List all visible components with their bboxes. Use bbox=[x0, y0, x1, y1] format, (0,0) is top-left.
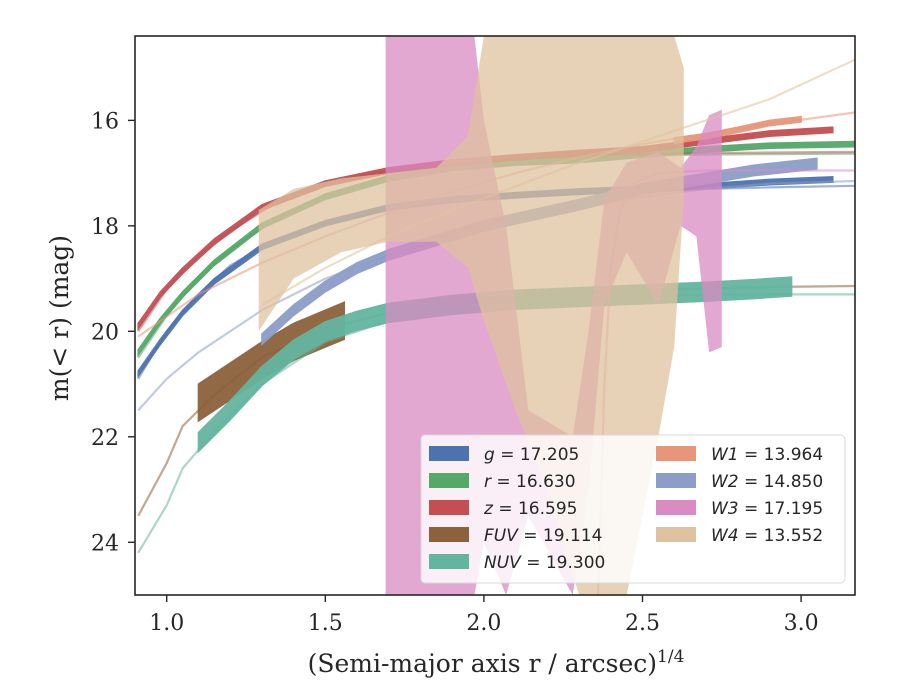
y-tick-label: 22 bbox=[91, 426, 119, 451]
legend-swatch bbox=[656, 527, 696, 542]
legend-label: W3 = 17.195 bbox=[711, 499, 823, 519]
legend-item-fuv: FUV = 19.114 bbox=[429, 526, 602, 546]
y-tick-label: 20 bbox=[91, 320, 119, 345]
legend-label: g = 17.205 bbox=[484, 445, 579, 465]
legend-swatch bbox=[656, 446, 696, 461]
legend-label: NUV = 19.300 bbox=[484, 553, 605, 573]
legend-item-nuv: NUV = 19.300 bbox=[429, 553, 605, 573]
axis-ticks: 1.0 1.5 2.0 2.5 3.0 16 18 20 22 24 bbox=[91, 109, 819, 636]
legend-item-z: z = 16.595 bbox=[429, 499, 577, 519]
y-tick-label: 16 bbox=[91, 109, 119, 134]
svg-text:(Semi-major axis r / arcsec)1/: (Semi-major axis r / arcsec)1/4 bbox=[308, 647, 685, 678]
legend-label: W1 = 13.964 bbox=[711, 445, 823, 465]
legend-swatch bbox=[656, 473, 696, 488]
legend-swatch bbox=[429, 500, 469, 515]
w2-profile-band bbox=[261, 157, 818, 347]
y-axis-label: m(< r) (mag) bbox=[45, 235, 74, 401]
y-tick-label: 24 bbox=[91, 531, 119, 556]
x-axis-superscript: 1/4 bbox=[657, 647, 684, 667]
legend-box bbox=[420, 434, 846, 584]
legend: g = 17.205 r = 16.630 z = 16.595 FUV = 19.1… bbox=[420, 434, 846, 584]
legend-item-w1: W1 = 13.964 bbox=[656, 445, 823, 465]
legend-swatch bbox=[429, 527, 469, 542]
legend-item-w4: W4 = 13.552 bbox=[656, 526, 823, 546]
legend-label: FUV = 19.114 bbox=[484, 526, 602, 546]
legend-swatch bbox=[656, 500, 696, 515]
x-tick-label: 2.0 bbox=[466, 611, 501, 636]
x-axis-label: (Semi-major axis r / arcsec) bbox=[308, 649, 657, 678]
legend-item-w3: W3 = 17.195 bbox=[656, 499, 823, 519]
x-axis-title: (Semi-major axis r / arcsec)1/4 bbox=[308, 647, 685, 678]
x-tick-label: 2.5 bbox=[625, 611, 660, 636]
legend-item-r: r = 16.630 bbox=[429, 472, 576, 492]
legend-swatch bbox=[429, 554, 469, 569]
x-tick-label: 1.5 bbox=[308, 611, 343, 636]
nuv-profile-band bbox=[197, 276, 793, 454]
plot-frame bbox=[134, 35, 856, 596]
legend-item-g: g = 17.205 bbox=[429, 445, 579, 465]
x-tick-label: 3.0 bbox=[784, 611, 819, 636]
legend-label: z = 16.595 bbox=[483, 499, 577, 519]
legend-label: r = 16.630 bbox=[484, 472, 576, 492]
legend-item-w2: W2 = 14.850 bbox=[656, 472, 823, 492]
legend-swatch bbox=[429, 473, 469, 488]
legend-label: W2 = 14.850 bbox=[711, 472, 823, 492]
legend-label: W4 = 13.552 bbox=[711, 526, 823, 546]
legend-swatch bbox=[429, 446, 469, 461]
x-tick-label: 1.0 bbox=[149, 611, 184, 636]
y-tick-label: 18 bbox=[91, 215, 119, 240]
